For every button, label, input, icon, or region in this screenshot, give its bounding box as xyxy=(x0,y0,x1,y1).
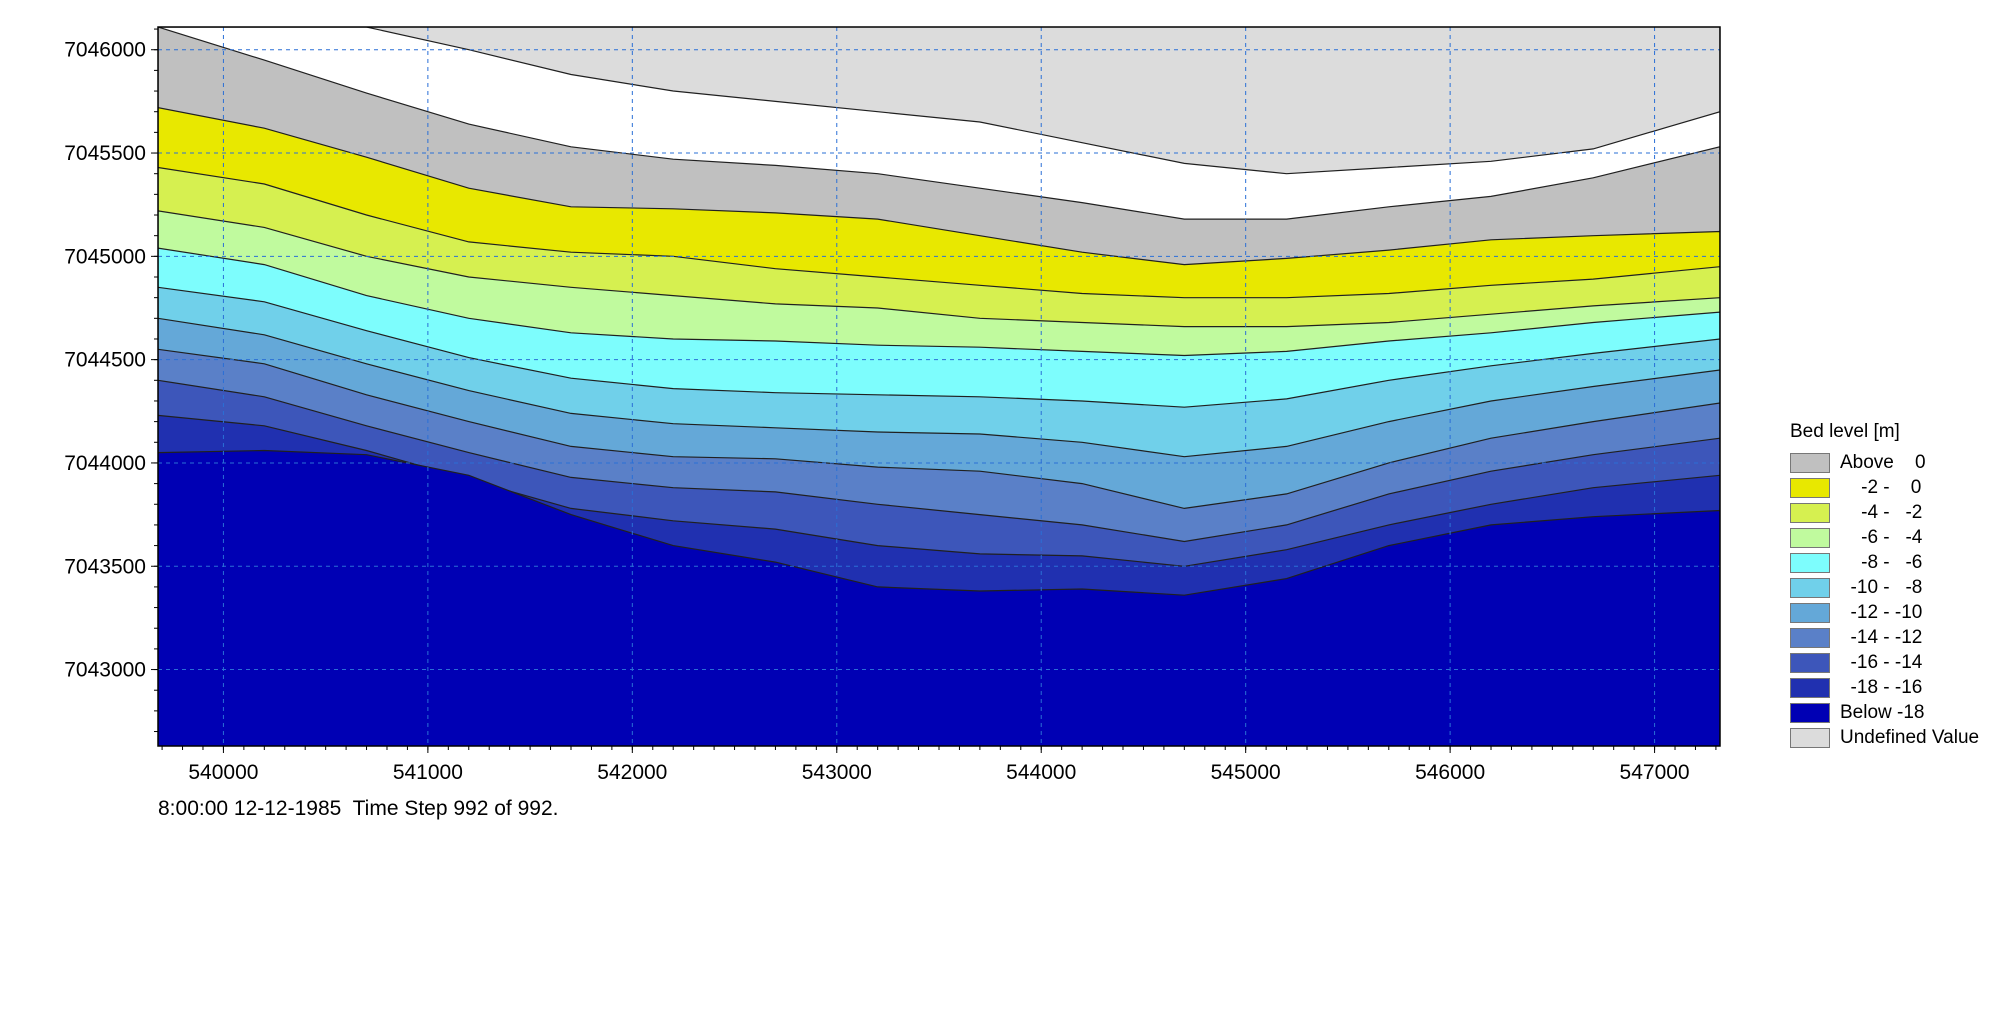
legend-entry: -18 - -16 xyxy=(1790,675,1995,700)
legend-label: -12 - -10 xyxy=(1840,601,1923,623)
y-tick-label: 7045500 xyxy=(64,142,146,165)
legend-swatch xyxy=(1790,552,1830,573)
x-tick-label: 541000 xyxy=(393,761,463,784)
x-tick-label: 543000 xyxy=(802,761,872,784)
legend-entry: -10 - -8 xyxy=(1790,575,1995,600)
legend-entry: -2 - 0 xyxy=(1790,475,1995,500)
legend-entry: Undefined Value xyxy=(1790,725,1995,750)
y-tick-label: 7043500 xyxy=(64,555,146,578)
undefined-region xyxy=(158,27,1720,175)
legend-label: Above 0 xyxy=(1840,451,1926,473)
contour-bands xyxy=(158,27,1720,746)
x-axis: 540000 541000 542000 543000 544000 545000 5460… xyxy=(161,746,1717,784)
y-tick-label: 7046000 xyxy=(64,39,146,62)
legend-entry: -6 - -4 xyxy=(1790,525,1995,550)
x-tick-label: 545000 xyxy=(1211,761,1281,784)
legend-label: Below -18 xyxy=(1840,701,1925,723)
x-tick-label: 542000 xyxy=(597,761,667,784)
legend-entry: -8 - -6 xyxy=(1790,550,1995,575)
legend-label: -6 - -4 xyxy=(1840,526,1923,548)
legend-swatch xyxy=(1790,602,1830,623)
legend-entry: Below -18 xyxy=(1790,700,1995,725)
time-step-status: 8:00:00 12-12-1985 Time Step 992 of 992. xyxy=(158,797,559,820)
legend-swatch xyxy=(1790,452,1830,473)
legend: Bed level [m] Above 0 -2 - 0 -4 - -2 -6 … xyxy=(1790,420,1995,750)
y-tick-label: 7044500 xyxy=(64,349,146,372)
legend-swatch xyxy=(1790,577,1830,598)
legend-swatch xyxy=(1790,652,1830,673)
x-tick-label: 544000 xyxy=(1006,761,1076,784)
legend-title: Bed level [m] xyxy=(1790,421,1900,442)
legend-entries: Above 0 -2 - 0 -4 - -2 -6 - -4 -8 - -6 -… xyxy=(1790,450,1995,750)
legend-label: -14 - -12 xyxy=(1840,626,1923,648)
legend-swatch xyxy=(1790,502,1830,523)
legend-entry: -14 - -12 xyxy=(1790,625,1995,650)
legend-swatch xyxy=(1790,677,1830,698)
x-tick-label: 546000 xyxy=(1415,761,1485,784)
contour-band xyxy=(158,449,1720,746)
legend-swatch xyxy=(1790,527,1830,548)
legend-label: -4 - -2 xyxy=(1840,501,1923,523)
legend-entry: -4 - -2 xyxy=(1790,500,1995,525)
y-tick-label: 7045000 xyxy=(64,245,146,268)
y-tick-label: 7043000 xyxy=(64,659,146,682)
y-axis: 7043000 7043500 7044000 7044500 7045000 70455… xyxy=(64,28,158,733)
legend-entry: -12 - -10 xyxy=(1790,600,1995,625)
legend-swatch xyxy=(1790,702,1830,723)
legend-swatch xyxy=(1790,627,1830,648)
legend-label: -18 - -16 xyxy=(1840,676,1923,698)
x-tick-label: 547000 xyxy=(1620,761,1690,784)
legend-swatch xyxy=(1790,727,1830,748)
legend-label: Undefined Value xyxy=(1840,726,1980,748)
legend-label: -16 - -14 xyxy=(1840,651,1923,673)
x-tick-label: 540000 xyxy=(188,761,258,784)
legend-swatch xyxy=(1790,477,1830,498)
legend-entry: -16 - -14 xyxy=(1790,650,1995,675)
legend-label: -10 - -8 xyxy=(1840,576,1923,598)
legend-label: -8 - -6 xyxy=(1840,551,1923,573)
legend-entry: Above 0 xyxy=(1790,450,1995,475)
legend-label: -2 - 0 xyxy=(1840,476,1922,498)
y-tick-label: 7044000 xyxy=(64,452,146,475)
